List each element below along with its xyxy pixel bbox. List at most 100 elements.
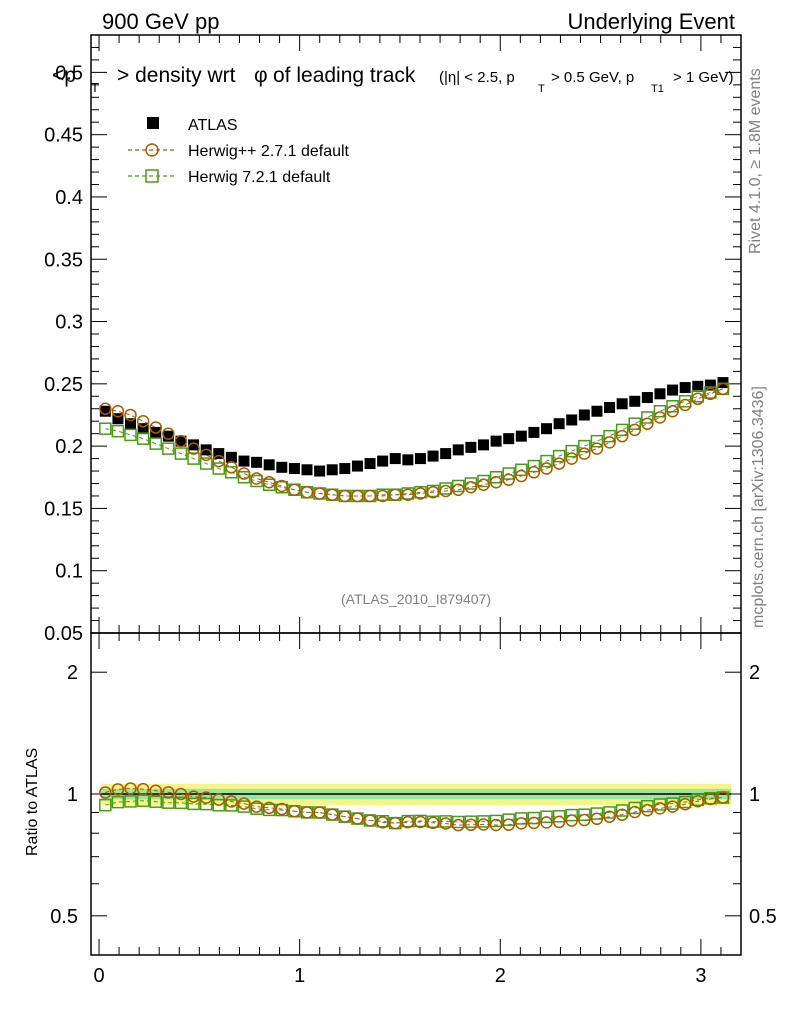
atlas-data-point [427, 450, 439, 462]
herwig7-point [565, 444, 578, 458]
herwigpp-ratio-point [527, 816, 541, 830]
herwig7-ratio-point [540, 810, 553, 824]
atlas-data-point [213, 448, 225, 460]
herwig7-point [590, 434, 604, 448]
atlas-data-point [301, 464, 313, 476]
herwig7-point [99, 422, 112, 435]
herwig7-ratio-point [527, 811, 541, 825]
atlas-data-point [175, 435, 187, 447]
herwigpp-point [99, 402, 112, 415]
herwigpp-ratio-point [716, 791, 730, 804]
x-tick-label: 0 [93, 965, 104, 987]
herwig7-ratio-point [187, 797, 200, 811]
atlas-data-point [364, 458, 376, 470]
herwigpp-ratio-point [376, 816, 389, 829]
herwig7-ratio-point [603, 806, 616, 819]
atlas-data-point [99, 405, 111, 417]
herwigpp-ratio-point [678, 798, 692, 811]
herwigpp-point [338, 489, 352, 503]
atlas-data-point [477, 439, 489, 451]
herwigpp-point [502, 473, 515, 487]
herwig7-ratio-point [502, 813, 515, 826]
watermark: (ATLAS_2010_I879407) [341, 591, 491, 607]
legend-label-herwigpp: Herwig++ 2.7.1 default [188, 143, 350, 160]
ratio-y-tick-label-left: 2 [67, 662, 78, 684]
herwigpp-ratio-point [338, 810, 352, 823]
main-y-tick-label: 0.45 [44, 125, 83, 147]
herwigpp-point [527, 466, 541, 479]
herwig7-ratio-point [653, 798, 667, 811]
herwigpp-ratio-point [275, 802, 289, 816]
main-y-tick-label: 0.3 [55, 312, 83, 334]
title-cut-b: > 0.5 GeV, p [551, 69, 634, 86]
herwig7-ratio-point [666, 797, 679, 810]
atlas-data-point [389, 453, 401, 465]
atlas-data-point [667, 384, 679, 396]
herwigpp-ratio-point [187, 790, 200, 803]
herwig7-point [162, 442, 175, 455]
herwigpp-point [452, 483, 465, 496]
herwig7-point [111, 424, 125, 438]
herwigpp-ratio-point [615, 808, 629, 821]
ratio-y-tick-label-right: 1 [749, 784, 760, 806]
atlas-data-point [654, 388, 666, 400]
herwigpp-ratio-point [300, 806, 314, 819]
herwig7-point [464, 477, 478, 490]
herwig7-point [653, 404, 667, 418]
herwig7-ratio-point [111, 795, 125, 809]
main-y-tick-label: 0.4 [55, 187, 83, 209]
main-y-tick-label: 0.2 [55, 436, 83, 458]
ratio-y-tick-label-left: 1 [67, 784, 78, 806]
herwigpp-ratio-point [653, 802, 667, 815]
herwigpp-point [439, 484, 452, 498]
atlas-data-point [188, 439, 200, 451]
main-y-tick-label: 0.1 [55, 561, 83, 583]
atlas-data-point [515, 430, 527, 442]
herwig7-point [187, 452, 200, 465]
herwigpp-ratio-point [237, 797, 251, 810]
atlas-data-point [566, 414, 578, 426]
herwigpp-ratio-point [540, 816, 553, 829]
atlas-data-point [440, 448, 452, 460]
herwig7-point [678, 395, 692, 408]
herwigpp-point [250, 472, 263, 485]
ratio-series-line [105, 797, 724, 824]
herwig7-ratio-point [578, 808, 591, 821]
herwigpp-ratio-point [464, 818, 478, 832]
x-tick-label: 3 [695, 965, 706, 987]
atlas-data-point [541, 423, 553, 435]
ratio-uncertainty-band [101, 783, 731, 805]
herwigpp-ratio-point [99, 786, 112, 799]
atlas-data-point [112, 413, 124, 425]
title-main-sub: T [91, 80, 99, 95]
herwigpp-ratio-point [262, 801, 276, 815]
herwigpp-point [552, 457, 566, 470]
atlas-data-point [162, 430, 174, 442]
herwigpp-point [212, 454, 226, 468]
atlas-data-point [553, 418, 565, 430]
herwig7-ratio-point [628, 801, 642, 815]
herwigpp-ratio-point [162, 786, 175, 799]
herwig7-point [477, 474, 490, 488]
herwigpp-ratio-point [250, 800, 263, 813]
herwig7-ratio-point [552, 810, 566, 823]
herwigpp-point [666, 404, 679, 418]
herwigpp-point [225, 461, 238, 474]
herwigpp-ratio-point [325, 808, 339, 821]
herwigpp-point [515, 469, 528, 483]
title-main: <p [52, 64, 76, 87]
herwigpp-ratio-point [401, 815, 415, 829]
herwigpp-point [641, 417, 654, 430]
herwigpp-point [704, 387, 717, 401]
herwig7-point [578, 439, 591, 453]
herwigpp-ratio-point [489, 818, 503, 832]
herwigpp-ratio-point [452, 818, 465, 832]
herwigpp-point [162, 427, 175, 440]
herwig7-point [124, 428, 137, 442]
herwig7-point [527, 459, 541, 473]
legend-marker-herwig7 [145, 169, 159, 183]
herwig7-point [628, 417, 642, 430]
herwig7-ratio-point [99, 798, 112, 812]
herwig7-point [603, 429, 616, 443]
herwigpp-point [237, 467, 251, 480]
